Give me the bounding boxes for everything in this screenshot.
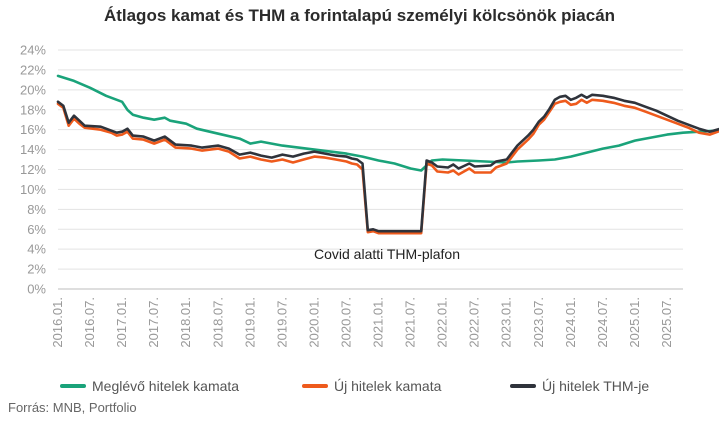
- source-note: Forrás: MNB, Portfolio: [8, 400, 137, 415]
- legend-label-new-thm: Új hitelek THM-je: [542, 378, 650, 394]
- x-tick-label: 2022.07.: [467, 297, 482, 348]
- covid-annotation: Covid alatti THM-plafon: [314, 246, 460, 262]
- legend-item-new-thm: Új hitelek THM-je: [510, 378, 649, 394]
- x-tick-label: 2024.01.: [563, 297, 578, 348]
- series-line-2: [56, 98, 719, 235]
- series-line-1: [56, 74, 719, 172]
- y-tick-label: 4%: [27, 242, 46, 257]
- x-tick-label: 2017.01.: [114, 297, 129, 348]
- x-tick-label: 2019.07.: [274, 297, 289, 348]
- y-tick-label: 10%: [20, 182, 46, 197]
- x-tick-label: 2022.01.: [435, 297, 450, 348]
- legend: Meglévő hitelek kamata Új hitelek kamata…: [0, 378, 719, 402]
- x-tick-label: 2018.07.: [210, 297, 225, 348]
- legend-label-new-rate: Új hitelek kamata: [334, 378, 442, 394]
- y-tick-label: 14%: [20, 142, 46, 157]
- x-tick-label: 2025.01.: [627, 297, 642, 348]
- legend-swatch-existing: [60, 384, 86, 388]
- y-tick-label: 16%: [20, 122, 46, 137]
- x-tick-label: 2021.01.: [371, 297, 386, 348]
- legend-swatch-new-thm: [510, 384, 536, 388]
- legend-item-existing: Meglévő hitelek kamata: [60, 378, 239, 394]
- x-tick-label: 2024.07.: [595, 297, 610, 348]
- line-chart: 0% 2% 4% 6% 8% 10% 12% 14% 16% 18% 20% 22% 24% 2016.…: [20, 43, 719, 348]
- series-line-3: [56, 93, 719, 233]
- chart-title: Átlagos kamat és THM a forintalapú szemé…: [103, 6, 616, 25]
- x-axis-ticks: 2016.01. 2016.07. 2017.01. 2017.07. 2018.01.…: [50, 297, 674, 348]
- y-tick-label: 18%: [20, 102, 46, 117]
- y-tick-label: 12%: [20, 162, 46, 177]
- legend-item-new-rate: Új hitelek kamata: [302, 378, 441, 394]
- y-tick-label: 6%: [27, 222, 46, 237]
- x-tick-label: 2020.07.: [338, 297, 353, 348]
- legend-label-existing: Meglévő hitelek kamata: [92, 378, 240, 394]
- y-tick-label: 22%: [20, 62, 46, 77]
- x-tick-label: 2020.01.: [306, 297, 321, 348]
- y-tick-label: 0%: [27, 282, 46, 297]
- y-tick-label: 8%: [27, 202, 46, 217]
- x-tick-label: 2023.01.: [499, 297, 514, 348]
- y-tick-label: 24%: [20, 43, 46, 58]
- y-tick-label: 20%: [20, 82, 46, 97]
- legend-swatch-new-rate: [302, 384, 328, 388]
- series-lines: [56, 74, 719, 235]
- x-tick-label: 2016.01.: [50, 297, 65, 348]
- x-tick-label: 2018.01.: [178, 297, 193, 348]
- y-tick-label: 2%: [27, 262, 46, 277]
- x-tick-label: 2025.07.: [659, 297, 674, 348]
- y-axis-ticks: 0% 2% 4% 6% 8% 10% 12% 14% 16% 18% 20% 22% 24%: [20, 43, 46, 297]
- x-tick-label: 2016.07.: [82, 297, 97, 348]
- x-tick-label: 2021.07.: [403, 297, 418, 348]
- x-tick-label: 2017.07.: [146, 297, 161, 348]
- x-tick-label: 2023.07.: [531, 297, 546, 348]
- x-tick-label: 2019.01.: [242, 297, 257, 348]
